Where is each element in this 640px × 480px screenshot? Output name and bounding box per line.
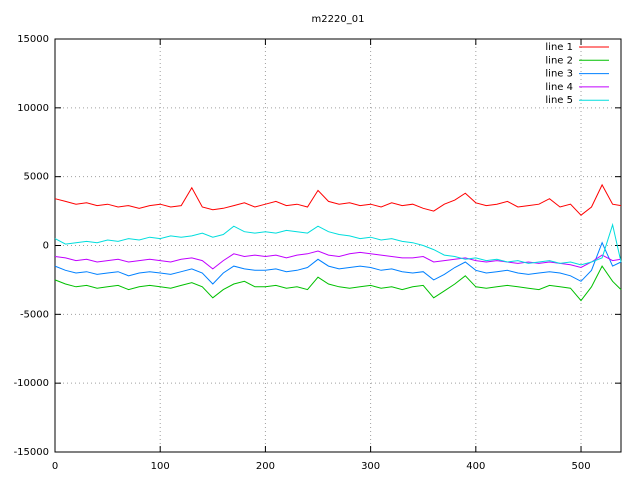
x-tick-label: 0	[52, 461, 58, 472]
y-tick-label: 0	[43, 241, 49, 252]
legend-label: line 1	[545, 42, 573, 53]
y-tick-label: -5000	[20, 309, 49, 320]
x-tick-label: 300	[361, 461, 380, 472]
data-line	[54, 265, 622, 302]
x-tick-label: 500	[571, 461, 590, 472]
legend-label: line 2	[545, 55, 573, 66]
y-tick-label: -10000	[14, 378, 49, 389]
chart-title: m2220_01	[312, 14, 365, 25]
plot-frame	[54, 38, 622, 453]
data-line	[54, 222, 622, 266]
y-tick-label: 15000	[17, 34, 49, 45]
x-tick-label: 100	[151, 461, 170, 472]
data-line	[54, 250, 622, 270]
x-tick-label: 200	[256, 461, 275, 472]
legend-label: line 3	[545, 69, 573, 80]
legend-label: line 4	[545, 82, 573, 93]
y-tick-label: 10000	[17, 103, 49, 114]
data-line	[54, 183, 622, 216]
y-tick-label: 5000	[24, 172, 49, 183]
legend-label: line 5	[545, 95, 573, 106]
x-tick-label: 400	[466, 461, 485, 472]
data-line	[54, 241, 622, 285]
y-tick-label: -15000	[14, 447, 49, 458]
